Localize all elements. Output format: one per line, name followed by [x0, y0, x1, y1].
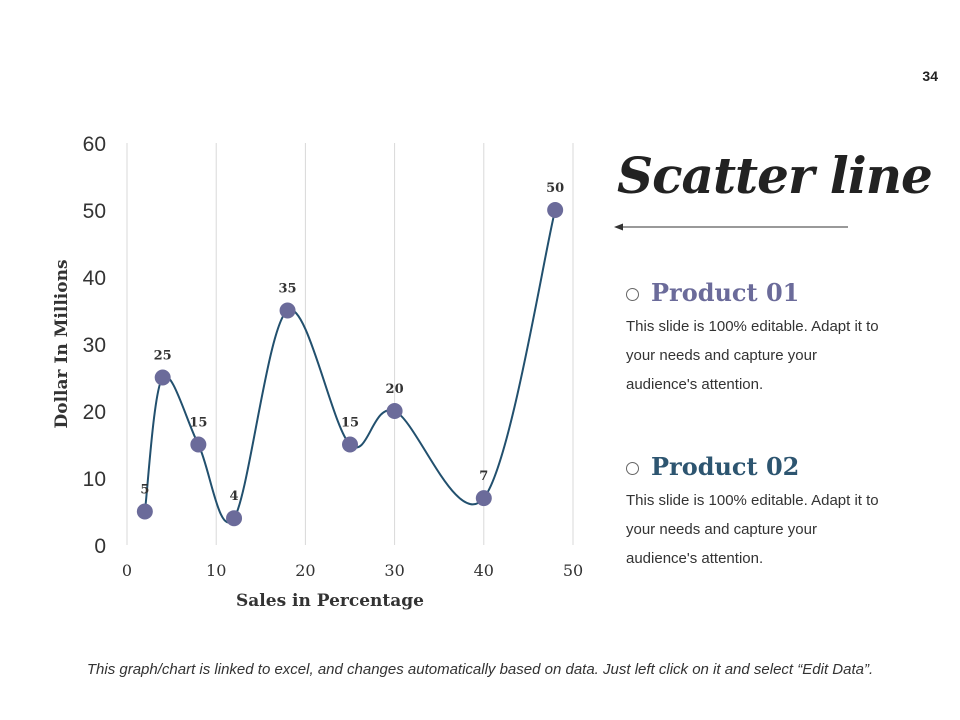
data-label: 50: [546, 181, 564, 196]
x-tick-label-40: 40: [474, 561, 494, 580]
data-point: [190, 436, 207, 453]
x-tick-label-50: 50: [563, 561, 583, 580]
arrow-left-icon: [614, 223, 848, 231]
y-tick-label-30: 30: [83, 334, 106, 357]
data-point: [136, 503, 153, 520]
y-tick-label-60: 60: [83, 133, 106, 156]
data-label: 4: [230, 489, 239, 504]
product-02-block: Product 02 This slide is 100% editable. …: [626, 450, 916, 573]
footnote: This graph/chart is linked to excel, and…: [86, 661, 874, 678]
data-label: 35: [279, 282, 297, 297]
data-point: [226, 510, 243, 527]
bullet-circle-icon: [626, 287, 639, 301]
slide-title: Scatter line: [617, 146, 933, 205]
x-tick-label-20: 20: [295, 561, 315, 580]
product-02-name: Product 02: [651, 451, 800, 481]
y-tick-label-50: 50: [83, 200, 106, 223]
x-axis-title: Sales in Percentage: [236, 591, 424, 611]
y-tick-label-20: 20: [83, 401, 106, 424]
scatter-line-chart[interactable]: 0 10 20 30 40 50 60 0 10 20 30 40 50 Sales in Percent…: [0, 0, 600, 640]
x-tick-label-10: 10: [206, 561, 226, 580]
data-label: 15: [189, 416, 207, 431]
y-axis-title: Dollar In Millions: [52, 259, 72, 428]
data-point: [386, 403, 403, 419]
product-02-description: This slide is 100% editable. Adapt it to…: [626, 492, 879, 567]
y-tick-label-40: 40: [83, 267, 106, 290]
data-point: [279, 302, 296, 319]
data-label: 25: [154, 349, 172, 364]
data-label: 5: [140, 483, 149, 498]
product-01-description: This slide is 100% editable. Adapt it to…: [626, 318, 879, 393]
bullet-circle-icon: [626, 461, 639, 475]
data-point: [475, 490, 492, 507]
page-number: 34: [922, 68, 938, 84]
data-point: [547, 202, 564, 218]
data-point: [342, 436, 358, 453]
y-tick-label-0: 0: [94, 535, 106, 558]
data-label: 7: [479, 469, 488, 484]
x-tick-label-30: 30: [384, 561, 404, 580]
data-label: 15: [341, 416, 359, 431]
x-tick-label-0: 0: [122, 561, 132, 580]
product-01-name: Product 01: [651, 277, 800, 307]
data-label: 20: [386, 382, 404, 397]
y-tick-label-10: 10: [83, 468, 106, 491]
series-line-0: [143, 209, 557, 524]
product-01-block: Product 01 This slide is 100% editable. …: [626, 276, 916, 399]
data-point: [154, 369, 171, 386]
